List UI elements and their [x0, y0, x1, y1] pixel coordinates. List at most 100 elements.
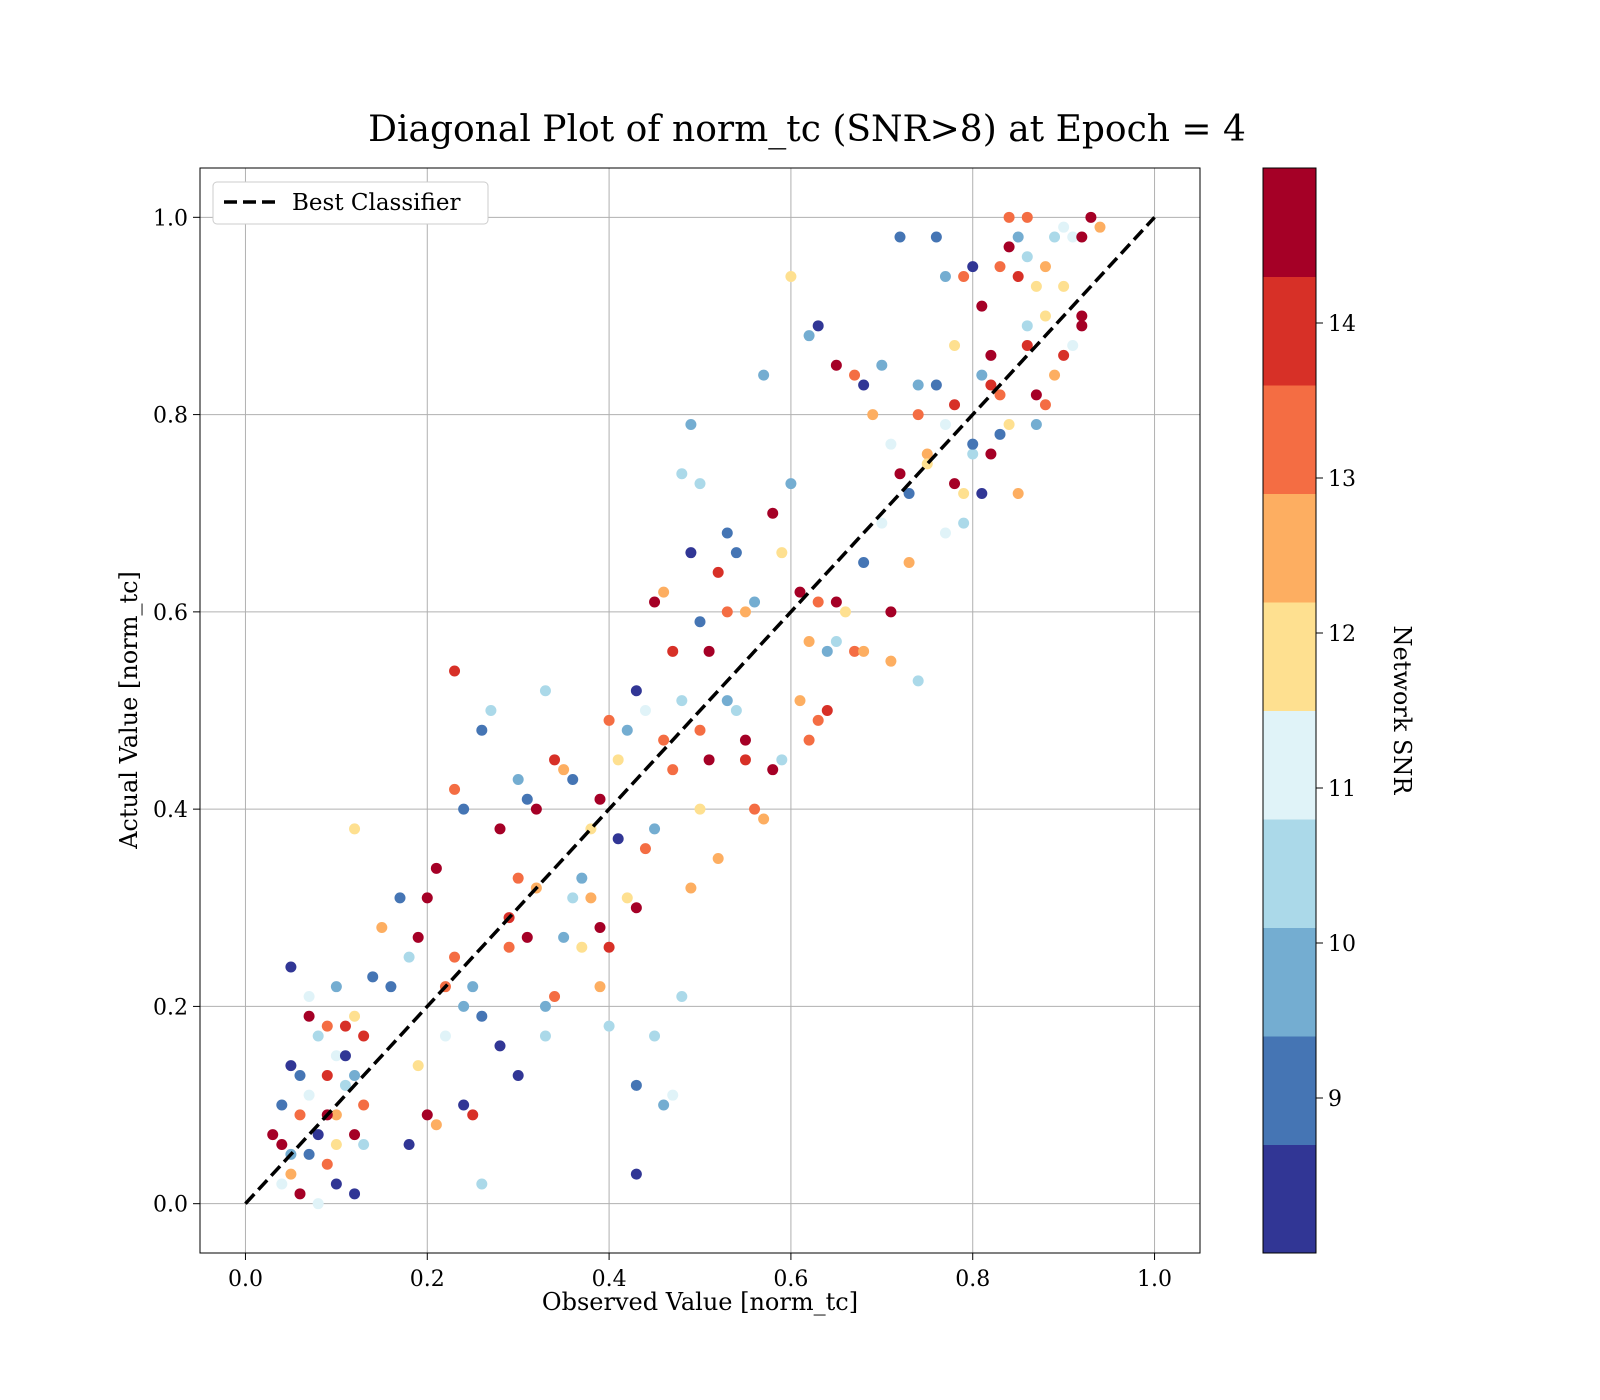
- scatter-point: [312, 1030, 324, 1042]
- scatter-point: [303, 1010, 315, 1022]
- best-classifier-line: [244, 216, 1156, 1205]
- axis-ticks: 0.0 0.2 0.4 0.6 0.8 1.0 0.0 0.2 0.4 0.6 0.8 1.0: [153, 206, 1172, 1292]
- scatter-point: [967, 261, 979, 273]
- scatter-point: [694, 724, 706, 736]
- scatter-point: [649, 1030, 661, 1042]
- plot-frame: [199, 167, 1201, 1254]
- scatter-point: [385, 981, 397, 993]
- scatter-point: [658, 1099, 670, 1111]
- scatter-point: [785, 271, 797, 282]
- scatter-point: [303, 1148, 315, 1160]
- scatter-point: [1058, 349, 1070, 361]
- y-tick-label: 0.2: [153, 995, 188, 1020]
- scatter-point: [476, 1010, 488, 1022]
- scatter-point: [630, 1079, 642, 1091]
- scatter-point: [849, 645, 861, 657]
- scatter-point: [885, 606, 897, 618]
- scatter-point: [321, 1158, 333, 1170]
- scatter-point: [512, 872, 524, 884]
- scatter-point: [412, 931, 424, 943]
- scatter-point: [512, 1069, 524, 1081]
- scatter-point: [776, 547, 788, 559]
- scatter-point: [303, 1089, 315, 1101]
- scatter-point: [676, 468, 688, 480]
- colorbar-segment: [1263, 276, 1316, 386]
- scatter-point: [667, 764, 679, 776]
- scatter-point: [1003, 241, 1015, 253]
- scatter-point: [285, 1168, 297, 1180]
- scatter-point: [549, 754, 561, 766]
- scatter-point: [649, 596, 661, 608]
- scatter-point: [1094, 221, 1106, 233]
- scatter-point: [339, 1020, 351, 1032]
- scatter-point: [958, 517, 970, 529]
- colorbar-tick-label: 11: [1328, 777, 1356, 802]
- scatter-point: [994, 261, 1006, 273]
- scatter-point: [821, 705, 833, 716]
- scatter-point: [794, 695, 806, 707]
- scatter-point: [730, 547, 742, 559]
- scatter-point: [430, 862, 442, 874]
- scatter-point: [921, 448, 933, 460]
- colorbar-segment: [1263, 1036, 1316, 1145]
- scatter-point: [339, 1079, 351, 1091]
- scatter-point: [930, 231, 942, 243]
- scatter-point: [712, 566, 724, 578]
- scatter-point: [485, 705, 497, 716]
- scatter-point: [539, 1030, 551, 1042]
- scatter-point: [503, 941, 515, 953]
- scatter-point: [603, 1020, 615, 1032]
- scatter-point: [649, 823, 661, 835]
- scatter-point: [1030, 389, 1042, 401]
- scatter-point: [994, 389, 1006, 401]
- scatter-point: [667, 1089, 679, 1101]
- scatter-point: [449, 665, 461, 677]
- scatter-point: [567, 774, 579, 786]
- colorbar-tick-label: 12: [1328, 622, 1356, 647]
- legend: Best Classifier: [212, 181, 489, 225]
- scatter-point: [967, 448, 979, 460]
- plot-area: 0.0 0.2 0.4 0.6 0.8 1.0 0.0 0.2 0.4 0.6 0.8 1.0: [153, 167, 1201, 1292]
- scatter-point: [721, 527, 733, 539]
- scatter-point: [412, 1060, 424, 1072]
- scatter-point: [885, 438, 897, 450]
- scatter-point: [549, 991, 561, 1003]
- scatter-point: [903, 557, 915, 569]
- legend-label: Best Classifier: [292, 190, 460, 216]
- y-tick-label: 1.0: [153, 206, 188, 231]
- scatter-point: [985, 349, 997, 361]
- scatter-point: [739, 606, 751, 618]
- scatter-point: [467, 1109, 479, 1121]
- scatter-point: [439, 1030, 451, 1042]
- scatter-point: [749, 596, 761, 608]
- scatter-point: [1067, 231, 1079, 243]
- colorbar-segment: [1263, 602, 1316, 711]
- scatter-point: [594, 793, 606, 805]
- scatter-point: [739, 754, 751, 766]
- scatter-point: [1021, 340, 1033, 352]
- scatter-point: [276, 1099, 288, 1111]
- scatter-point: [694, 803, 706, 815]
- scatter-point: [1030, 418, 1042, 430]
- scatter-point: [330, 1139, 342, 1150]
- colorbar-tick-label: 10: [1328, 932, 1356, 957]
- scatter-point: [676, 695, 688, 707]
- scatter-point: [285, 961, 297, 973]
- scatter-point: [967, 438, 979, 450]
- scatter-point: [767, 507, 779, 519]
- scatter-point: [312, 1129, 324, 1141]
- colorbar-segment: [1263, 927, 1316, 1037]
- colorbar-segment: [1263, 385, 1316, 494]
- scatter-point: [658, 586, 670, 598]
- scatter-point: [749, 803, 761, 815]
- scatter-point: [830, 635, 842, 647]
- scatter-point: [985, 448, 997, 460]
- scatter-point: [358, 1030, 370, 1042]
- scatter-point: [676, 991, 688, 1003]
- y-tick-label: 0.8: [153, 404, 188, 429]
- scatter-point: [449, 951, 461, 963]
- scatter-point: [494, 1040, 506, 1052]
- scatter-point: [830, 596, 842, 608]
- scatter-point: [830, 359, 842, 371]
- scatter-point: [349, 1069, 361, 1081]
